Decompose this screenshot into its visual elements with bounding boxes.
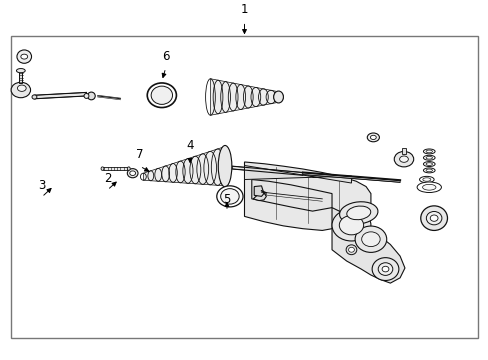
Ellipse shape (423, 155, 434, 160)
Ellipse shape (151, 86, 172, 104)
Ellipse shape (84, 94, 89, 98)
Ellipse shape (425, 156, 431, 159)
Ellipse shape (346, 206, 370, 220)
Ellipse shape (423, 149, 434, 154)
Text: 1: 1 (240, 3, 248, 16)
Ellipse shape (370, 135, 375, 139)
Ellipse shape (423, 162, 434, 167)
Text: 5: 5 (223, 193, 230, 206)
Ellipse shape (366, 133, 379, 142)
Ellipse shape (220, 189, 239, 204)
Ellipse shape (425, 169, 431, 172)
Ellipse shape (21, 54, 28, 59)
Polygon shape (253, 193, 266, 201)
Polygon shape (232, 166, 302, 175)
Ellipse shape (273, 91, 283, 103)
Ellipse shape (371, 258, 398, 280)
Ellipse shape (416, 182, 441, 193)
Ellipse shape (422, 184, 435, 190)
Bar (11, 36, 477, 338)
Text: 6: 6 (162, 50, 169, 63)
Ellipse shape (420, 206, 447, 230)
Ellipse shape (331, 210, 370, 241)
Text: 2: 2 (103, 172, 111, 185)
Polygon shape (244, 162, 370, 230)
Ellipse shape (18, 85, 26, 91)
Polygon shape (302, 172, 399, 182)
Polygon shape (401, 148, 405, 154)
Ellipse shape (216, 186, 243, 207)
Polygon shape (254, 186, 264, 196)
Ellipse shape (422, 178, 430, 181)
Ellipse shape (129, 171, 135, 175)
Ellipse shape (339, 216, 363, 235)
Ellipse shape (218, 145, 231, 187)
Text: 7: 7 (136, 148, 143, 161)
Ellipse shape (425, 150, 431, 153)
Ellipse shape (339, 202, 377, 224)
Polygon shape (210, 79, 278, 115)
Ellipse shape (429, 215, 437, 221)
Polygon shape (244, 166, 351, 183)
Ellipse shape (17, 50, 31, 63)
Ellipse shape (361, 232, 379, 247)
Polygon shape (331, 208, 404, 283)
Polygon shape (102, 167, 128, 170)
Ellipse shape (17, 68, 25, 73)
Ellipse shape (354, 226, 386, 252)
Ellipse shape (399, 156, 407, 162)
Ellipse shape (377, 263, 392, 275)
Polygon shape (251, 180, 331, 211)
Ellipse shape (101, 167, 104, 170)
Polygon shape (34, 93, 86, 99)
Ellipse shape (419, 176, 433, 183)
Ellipse shape (425, 163, 431, 166)
Ellipse shape (423, 168, 434, 173)
Ellipse shape (346, 245, 356, 255)
Ellipse shape (147, 83, 176, 108)
Ellipse shape (127, 167, 130, 170)
Polygon shape (143, 147, 224, 186)
Text: 4: 4 (186, 139, 193, 153)
Text: 3: 3 (38, 179, 45, 192)
Ellipse shape (87, 92, 95, 100)
Ellipse shape (393, 152, 413, 167)
Ellipse shape (32, 95, 37, 99)
Ellipse shape (426, 211, 441, 225)
Ellipse shape (11, 82, 30, 98)
Ellipse shape (381, 266, 388, 272)
Polygon shape (20, 72, 22, 83)
Ellipse shape (127, 168, 138, 178)
Ellipse shape (348, 247, 354, 252)
